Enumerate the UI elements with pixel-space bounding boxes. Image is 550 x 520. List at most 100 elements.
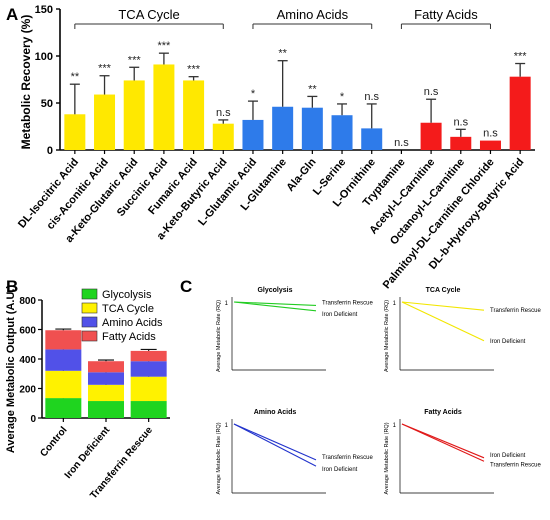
- series-end-label: Iron Deficient: [322, 467, 358, 473]
- chart-b-x-tick-label: Control: [38, 425, 69, 459]
- significance-label: **: [278, 48, 287, 60]
- chart-a-y-tick-label: 100: [35, 51, 53, 63]
- stacked-bar-segment: [130, 361, 167, 377]
- legend-swatch: [81, 316, 98, 328]
- significance-label: n.s: [483, 128, 498, 140]
- series-end-label: Transferrin Rescue: [322, 455, 373, 461]
- stacked-bar-segment: [88, 372, 124, 385]
- series-line: [401, 301, 485, 311]
- subplot-y-label: Average Metabolic Rate (RQ): [216, 422, 222, 494]
- chart-a-y-tick-label: 150: [35, 4, 53, 16]
- subplot-y-tick-label: 1: [225, 423, 229, 429]
- group-label: Fatty Acids: [414, 7, 478, 22]
- panel-c-label: C: [180, 277, 192, 296]
- bar: [420, 122, 442, 150]
- series-end-label: Iron Deficient: [490, 453, 526, 459]
- stacked-bar-segment: [130, 350, 167, 362]
- chart-a: Metabolic Recovery (%) 0 50 100 150 TCA Cycl…: [16, 4, 535, 291]
- series-end-label: Iron Deficient: [322, 312, 358, 318]
- chart-a-ylabel: Metabolic Recovery (%): [19, 15, 33, 150]
- significance-label: ***: [98, 63, 112, 75]
- legend-swatch: [81, 288, 98, 300]
- bar: [123, 80, 145, 150]
- series-line: [233, 423, 317, 467]
- bar: [153, 64, 175, 150]
- chart-a-x-tick-label: Palmitoyl-DL-Carnitine Chloride: [381, 156, 497, 291]
- bar: [212, 123, 234, 150]
- chart-a-y-tick-label: 0: [47, 145, 53, 157]
- stacked-bar-segment: [45, 370, 82, 399]
- series-line: [233, 423, 317, 461]
- subplot-title: Glycolysis: [257, 287, 292, 294]
- series-line: [401, 423, 485, 462]
- subplot-y-tick-label: 1: [225, 301, 229, 307]
- legend-label: Glycolysis: [102, 289, 152, 301]
- legend-label: TCA Cycle: [102, 303, 154, 315]
- significance-label: n.s: [394, 137, 409, 149]
- series-end-label: Iron Deficient: [490, 339, 526, 345]
- subplot-title: TCA Cycle: [426, 287, 461, 294]
- stacked-bar-segment: [88, 401, 124, 418]
- chart-b-y-tick-label: 600: [19, 326, 36, 337]
- series-line: [401, 301, 485, 342]
- stacked-bar-segment: [88, 361, 124, 373]
- chart-b-y-tick-label: 200: [19, 385, 36, 396]
- chart-b-y-tick-label: 800: [19, 296, 36, 307]
- chart-b-y-tick-label: 400: [19, 355, 36, 366]
- significance-label: n.s: [424, 86, 439, 98]
- bar: [94, 94, 116, 150]
- bar: [183, 80, 205, 150]
- stacked-bar-segment: [45, 330, 82, 350]
- bar: [509, 76, 531, 150]
- significance-label: n.s: [364, 91, 379, 103]
- chart-b-y-tick-label: 0: [30, 414, 36, 425]
- bar: [479, 140, 501, 150]
- series-line: [233, 301, 317, 306]
- significance-label: ***: [157, 40, 171, 52]
- bar: [301, 107, 323, 150]
- series-line: [233, 301, 317, 312]
- chart-b: Average Metabolic Output (A.U.) 0 200 400 6…: [5, 285, 170, 501]
- significance-label: ***: [128, 54, 142, 66]
- stacked-bar-segment: [88, 384, 124, 402]
- bar: [361, 128, 383, 150]
- bar: [272, 106, 294, 150]
- legend-label: Amino Acids: [102, 317, 163, 329]
- stacked-bar-segment: [130, 401, 167, 418]
- chart-a-y-tick-label: 50: [41, 98, 53, 110]
- subplot-y-label: Average Metabolic Rate (RQ): [384, 300, 390, 372]
- panel-a-label: A: [6, 5, 18, 24]
- legend-swatch: [81, 302, 98, 314]
- stacked-bar-segment: [45, 349, 82, 371]
- subplot-y-label: Average Metabolic Rate (RQ): [216, 300, 222, 372]
- legend-label: Fatty Acids: [102, 331, 156, 343]
- stacked-bar-segment: [45, 398, 82, 418]
- subplot-y-label: Average Metabolic Rate (RQ): [384, 422, 390, 494]
- stacked-bar-segment: [130, 376, 167, 402]
- group-label: Amino Acids: [277, 7, 349, 22]
- bar: [64, 114, 86, 150]
- bar: [331, 115, 353, 150]
- group-label: TCA Cycle: [118, 7, 179, 22]
- bar: [242, 119, 264, 150]
- panel-b-label: B: [6, 277, 18, 296]
- significance-label: *: [251, 88, 256, 100]
- bar: [450, 136, 472, 150]
- series-end-label: Transferrin Rescue: [490, 462, 541, 468]
- significance-label: n.s: [216, 107, 231, 119]
- significance-label: **: [308, 83, 317, 95]
- series-end-label: Transferrin Rescue: [322, 300, 373, 306]
- subplot-title: Amino Acids: [254, 409, 297, 416]
- significance-label: ***: [187, 64, 201, 76]
- subplot-y-tick-label: 1: [393, 301, 397, 307]
- subplot-y-tick-label: 1: [393, 423, 397, 429]
- significance-label: *: [340, 91, 345, 103]
- legend-swatch: [81, 330, 98, 342]
- chart-b-ylabel: Average Metabolic Output (A.U.): [5, 285, 17, 454]
- significance-label: ***: [514, 51, 528, 63]
- series-end-label: Transferrin Rescue: [490, 308, 541, 314]
- significance-label: **: [71, 71, 80, 83]
- chart-b-x-tick-label: Iron Deficient: [63, 424, 113, 481]
